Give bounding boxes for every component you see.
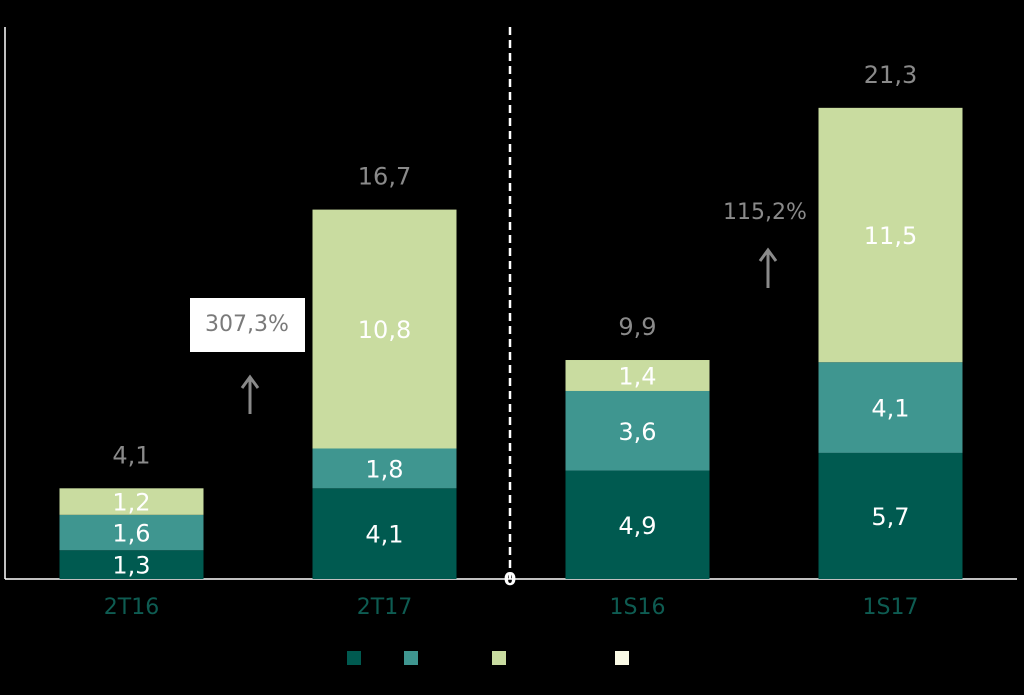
data-label: 5,7 xyxy=(871,503,909,531)
total-label: 21,3 xyxy=(864,61,917,89)
y-tick-label: 0 xyxy=(504,569,517,590)
arrow xyxy=(240,247,778,414)
annotation-box xyxy=(190,298,305,352)
data-label: 1,6 xyxy=(112,520,150,548)
data-label: 4,9 xyxy=(618,512,656,540)
bar-segment xyxy=(818,362,963,453)
legend-marker xyxy=(492,651,506,665)
data-label: 11,5 xyxy=(864,222,917,250)
x-tick-label: 2T16 xyxy=(104,595,159,620)
data-label: 3,6 xyxy=(618,418,656,446)
data-label: 4,1 xyxy=(871,395,909,423)
annotation: 307,3% xyxy=(205,312,289,337)
data-label: 1,8 xyxy=(365,455,403,483)
total-label: 4,1 xyxy=(112,441,150,469)
bar-segment xyxy=(59,550,204,579)
data-label: 4,1 xyxy=(365,521,403,549)
bar-segment xyxy=(818,452,963,579)
bar-segment xyxy=(59,514,204,551)
annotation: 115,2% xyxy=(723,200,807,225)
data-label: 1,3 xyxy=(112,552,150,580)
bar-segment xyxy=(565,360,710,391)
bar-segment xyxy=(59,488,204,515)
x-tick-label: 1S16 xyxy=(610,595,666,620)
bar-segment xyxy=(565,390,710,471)
legend-marker xyxy=(347,651,361,665)
data-label: 10,8 xyxy=(358,316,411,344)
x-tick-label: 1S17 xyxy=(863,595,919,620)
bar-segment xyxy=(312,448,457,489)
bar-segment xyxy=(312,209,457,449)
bar-segment xyxy=(312,488,457,579)
bar-segment xyxy=(565,470,710,579)
legend-marker xyxy=(615,651,629,665)
data-label: 1,4 xyxy=(618,362,656,390)
total-label: 16,7 xyxy=(358,163,411,191)
total-label: 9,9 xyxy=(618,313,656,341)
x-tick-label: 2T17 xyxy=(357,595,412,620)
legend-marker xyxy=(404,651,418,665)
data-label: 1,2 xyxy=(112,489,150,517)
bar-segment xyxy=(818,107,963,363)
